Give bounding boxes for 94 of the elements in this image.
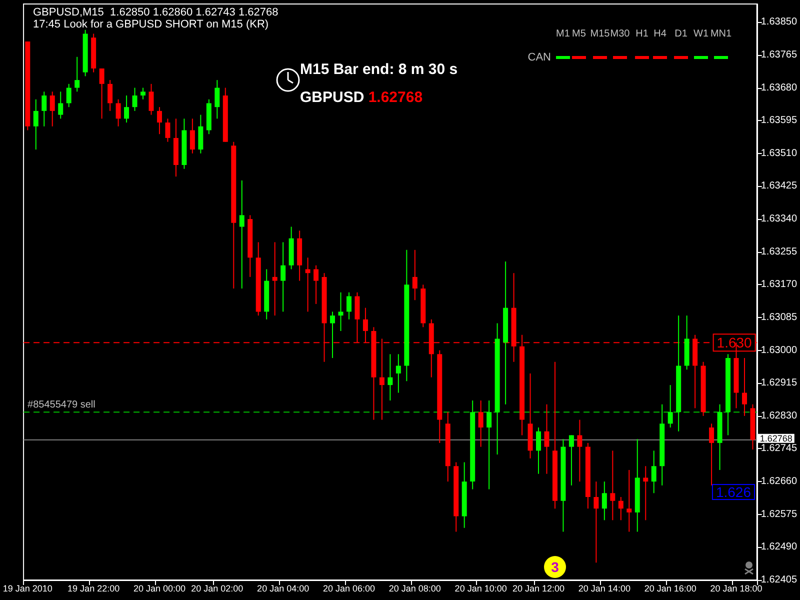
annotation: H1: [636, 28, 649, 40]
y-tick-label: 1.63510: [760, 148, 798, 159]
annotation: GBPUSD 1.62768: [300, 89, 423, 106]
candlestick: [388, 354, 393, 401]
x-tick-label: 19 Jan 2010: [2, 584, 52, 594]
candlestick: [305, 257, 310, 312]
candlestick: [594, 481, 599, 564]
candlestick: [346, 292, 352, 320]
x-tick-label: 20 Jan 14:00: [578, 584, 630, 594]
x-tick-label: 20 Jan 00:00: [133, 584, 186, 594]
y-tick-label: 1.62575: [760, 508, 798, 520]
x-tick-label: 20 Jan 08:00: [388, 584, 441, 594]
candlestick: [140, 87, 146, 100]
candlestick: [148, 83, 154, 116]
candlestick: [165, 118, 170, 142]
annotation: D1: [674, 28, 688, 40]
candlestick: [239, 180, 244, 290]
candlestick: [568, 434, 574, 486]
candlestick: [330, 311, 336, 359]
candlestick: [396, 354, 401, 394]
x-tick-label: 19 Jan 22:00: [68, 584, 120, 594]
candlestick: [668, 384, 673, 428]
candlestick: [116, 98, 121, 127]
y-tick-label: 1.62405: [760, 574, 798, 586]
y-tick-label: 1.63765: [760, 49, 798, 60]
candlestick: [577, 419, 582, 482]
candlestick: [42, 91, 47, 127]
y-tick-label: 1.63425: [760, 180, 798, 192]
candlestick: [50, 91, 55, 127]
candlestick: [338, 292, 344, 332]
candlestick: [651, 450, 656, 494]
y-tick-label: 1.62830: [760, 410, 798, 422]
candlestick: [33, 98, 38, 150]
candlestick: [536, 427, 542, 474]
candlestick: [99, 68, 104, 120]
y-tick-label: 1.63595: [760, 115, 798, 126]
ref-line-label: #85455479 sell: [28, 400, 96, 411]
candlestick: [58, 91, 64, 120]
x-tick-label: 20 Jan 12:00: [512, 584, 565, 594]
candlestick: [314, 264, 319, 304]
x-tick-label: 20 Jan 04:00: [257, 584, 310, 594]
y-tick-label: 1.63850: [760, 16, 798, 28]
annotation: 3: [551, 559, 560, 575]
annotation: 1.626: [716, 484, 752, 500]
annotation: H4: [654, 28, 667, 40]
candlestick: [66, 83, 72, 108]
candlestick: [280, 242, 286, 312]
candlestick: [610, 450, 616, 521]
candlestick: [132, 87, 138, 112]
candlestick: [214, 80, 220, 120]
y-tick-label: 1.62660: [760, 476, 798, 488]
text: 17:45 Look for a GBPUSD SHORT on M15 (KR): [33, 18, 269, 30]
annotation: MN1: [710, 28, 732, 40]
annotation: CAN: [528, 52, 552, 64]
annotation: W1: [694, 28, 709, 40]
ref-line-label: 1.62768: [760, 433, 792, 444]
x-tick-label: 20 Jan 10:00: [454, 584, 507, 594]
candlestick: [626, 469, 632, 532]
ref-line-label: 1.630: [716, 334, 752, 351]
candlestick: [156, 106, 162, 135]
candlestick: [709, 423, 714, 486]
candlestick: [272, 242, 278, 316]
x-tick-label: 20 Jan 16:00: [644, 584, 696, 594]
x-tick-label: 20 Jan 18:00: [710, 584, 762, 594]
candlestick: [478, 400, 484, 448]
y-tick-label: 1.63000: [760, 344, 798, 356]
candlestick: [74, 56, 80, 92]
candlestick: [618, 496, 624, 521]
annotation: M15: [590, 28, 610, 40]
y-tick-label: 1.62915: [760, 378, 798, 389]
y-tick-label: 1.63255: [760, 246, 798, 258]
candlestick: [602, 481, 607, 521]
candlestick: [198, 114, 204, 154]
y-tick-label: 1.63170: [760, 279, 798, 290]
candlestick: [190, 118, 195, 154]
candlestick: [486, 400, 492, 490]
candlestick: [643, 466, 648, 521]
candlestick: [742, 358, 747, 416]
annotation: M5: [572, 28, 586, 40]
y-tick-label: 1.63340: [760, 214, 798, 225]
annotation: M15 Bar end: 8 m 30 s: [300, 61, 458, 78]
y-tick-label: 1.63680: [760, 82, 798, 94]
y-tick-label: 1.62490: [760, 542, 798, 553]
x-tick-label: 20 Jan 06:00: [322, 584, 376, 594]
x-tick-label: 20 Jan 02:00: [191, 584, 244, 594]
candlestick: [544, 404, 550, 474]
y-tick-label: 1.63085: [760, 312, 798, 323]
candlestick: [124, 94, 130, 124]
annotation: M30: [610, 28, 630, 40]
y-tick-label: 1.62745: [760, 443, 798, 454]
annotation: M1: [556, 28, 570, 40]
chart-title: GBPUSD,M15 1.62850 1.62860 1.62743 1.62768: [33, 6, 278, 18]
candlestick: [412, 249, 418, 301]
candlestick: [108, 80, 113, 112]
